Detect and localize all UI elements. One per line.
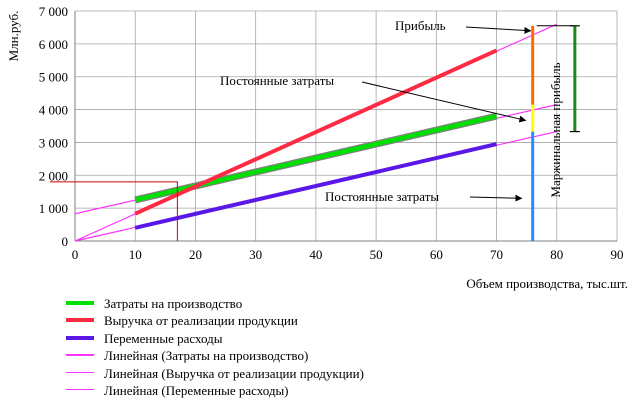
x-tick-label: 20 <box>189 247 202 262</box>
x-tick-label: 40 <box>309 247 322 262</box>
legend-swatch <box>66 388 94 391</box>
legend-label: Линейная (Выручка от реализации продукци… <box>104 365 364 381</box>
arrow-fixed-costs-lower <box>469 194 523 202</box>
tick-labels: 0 10 20 30 40 50 60 70 80 90 0 1 000 2 000 3 000 4 000… <box>39 4 624 262</box>
series-lines <box>74 23 558 242</box>
overlay-marks <box>50 25 580 241</box>
annotation-fixed-costs-upper: Постоянные затраты <box>220 73 334 88</box>
y-axis-label: Млн.руб. <box>6 11 21 62</box>
breakeven-guide <box>50 181 178 241</box>
legend-label: Линейная (Затраты на производство) <box>104 348 309 364</box>
x-axis-label: Объем производства, тыс.шт. <box>466 276 628 291</box>
arrow-fixed-costs-upper <box>361 81 527 123</box>
y-tick-label: 2 000 <box>39 168 68 183</box>
y-tick-label: 6 000 <box>39 37 68 52</box>
x-tick-label: 30 <box>249 247 262 262</box>
legend-label: Затраты на производство <box>104 296 243 311</box>
annotation-profit: Прибыль <box>395 18 446 33</box>
legend-swatch <box>66 371 94 374</box>
legend-swatch <box>66 335 94 340</box>
annotation-fixed-costs-lower: Постоянные затраты <box>325 189 439 204</box>
y-tick-label: 3 000 <box>39 135 68 150</box>
legend-label: Линейная (Переменные расходы) <box>104 382 289 398</box>
series-line <box>134 142 498 230</box>
x-tick-label: 50 <box>370 247 383 262</box>
annotation-marginal-profit: Маржинальная прибыль <box>548 62 563 197</box>
arrow-profit <box>465 26 532 34</box>
axes <box>74 11 617 242</box>
y-tick-label: 7 000 <box>39 4 68 19</box>
legend-swatch <box>66 301 94 305</box>
x-tick-label: 60 <box>430 247 443 262</box>
x-tick-label: 70 <box>490 247 503 262</box>
x-tick-label: 90 <box>611 247 624 262</box>
x-tick-label: 0 <box>72 247 79 262</box>
series-line <box>134 48 498 216</box>
x-tick-label: 10 <box>129 247 142 262</box>
y-tick-label: 5 000 <box>39 70 68 85</box>
x-tick-label: 80 <box>550 247 563 262</box>
y-tick-label: 4 000 <box>39 103 68 118</box>
y-tick-label: 0 <box>62 234 69 249</box>
legend-label: Переменные расходы <box>104 330 223 346</box>
y-tick-label: 1 000 <box>39 201 68 216</box>
legend-label: Выручка от реализации продукции <box>104 313 298 329</box>
legend-swatch <box>66 318 94 323</box>
gridlines <box>75 10 618 241</box>
legend-swatch <box>66 354 94 356</box>
